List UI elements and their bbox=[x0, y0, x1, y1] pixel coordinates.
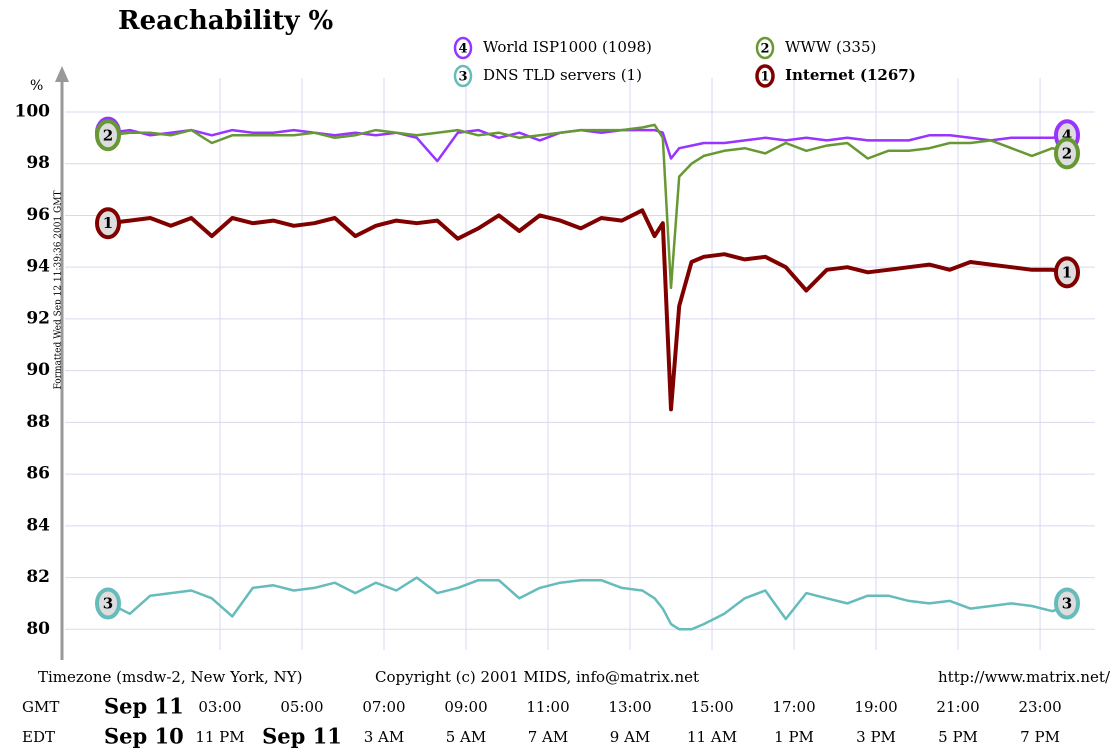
series-badge bbox=[1054, 256, 1080, 289]
footer: Timezone (msdw-2, New York, NY) bbox=[38, 668, 302, 686]
series-line bbox=[109, 208, 1074, 412]
series-badge bbox=[755, 36, 775, 60]
series-badge bbox=[95, 119, 121, 152]
badge-label: 1 bbox=[760, 70, 769, 85]
legend-label: WWW (335) bbox=[785, 38, 876, 56]
badge-label: 1 bbox=[103, 214, 113, 232]
x-tick-label: 13:00 bbox=[608, 698, 651, 716]
footer: http://www.matrix.net/ bbox=[938, 668, 1111, 686]
x-tick-label: 17:00 bbox=[772, 698, 815, 716]
x-tick-label: 5 PM bbox=[938, 728, 978, 746]
y-axis-label: % bbox=[30, 78, 43, 94]
x-tick-label: 7 PM bbox=[1020, 728, 1060, 746]
y-tick-label: 88 bbox=[26, 412, 50, 432]
x-tick-label: 5 AM bbox=[446, 728, 487, 746]
series-badge bbox=[1054, 587, 1080, 620]
x-tick-label: 9 AM bbox=[610, 728, 651, 746]
badge-label: 3 bbox=[458, 70, 467, 85]
x-tick-label: 11:00 bbox=[526, 698, 569, 716]
x-tick-label: 05:00 bbox=[280, 698, 323, 716]
badge-label: 3 bbox=[103, 594, 113, 612]
y-tick-label: 92 bbox=[26, 308, 50, 328]
chart-title: Reachability % bbox=[118, 6, 334, 36]
badge-label: 1 bbox=[1062, 263, 1072, 281]
y-tick-label: 84 bbox=[26, 515, 50, 535]
x-tick-label: 11 PM bbox=[195, 728, 244, 746]
date-label: Sep 10 bbox=[104, 724, 184, 749]
x-tick-label: 1 PM bbox=[774, 728, 814, 746]
legend-label: Internet (1267) bbox=[785, 66, 916, 84]
series-line bbox=[108, 576, 1074, 631]
side-note: Formatted Wed Sep 12 11:39:36 2001 GMT bbox=[54, 191, 64, 390]
badge-label: 2 bbox=[103, 126, 113, 144]
date-label: Sep 11 bbox=[104, 694, 184, 719]
y-tick-label: 90 bbox=[26, 360, 50, 380]
footer: Copyright (c) 2001 MIDS, info@matrix.net bbox=[375, 668, 699, 686]
x-tick-label: 23:00 bbox=[1018, 698, 1061, 716]
x-tick-label: 03:00 bbox=[198, 698, 241, 716]
badge-label: 3 bbox=[1062, 594, 1072, 612]
x-tick-label: 09:00 bbox=[444, 698, 487, 716]
series-badge bbox=[453, 36, 473, 60]
y-tick-label: 82 bbox=[26, 567, 50, 587]
x-tick-label: 19:00 bbox=[854, 698, 897, 716]
date-label: Sep 11 bbox=[262, 724, 342, 749]
y-tick-label: 86 bbox=[26, 464, 50, 484]
x-tick-label: 15:00 bbox=[690, 698, 733, 716]
y-tick-label: 80 bbox=[26, 619, 50, 639]
row-label: GMT bbox=[22, 698, 59, 716]
x-tick-label: 11 AM bbox=[687, 728, 737, 746]
series-badge bbox=[1054, 137, 1080, 170]
y-axis-arrow bbox=[55, 66, 69, 82]
series-line bbox=[109, 123, 1074, 290]
legend-label: World ISP1000 (1098) bbox=[483, 38, 652, 56]
series-badge bbox=[755, 64, 775, 88]
y-tick-label: 100 bbox=[15, 101, 51, 121]
x-tick-label: 3 AM bbox=[364, 728, 405, 746]
x-tick-label: 07:00 bbox=[362, 698, 405, 716]
row-label: EDT bbox=[22, 728, 55, 746]
series-badge bbox=[95, 587, 121, 620]
y-tick-label: 96 bbox=[26, 205, 50, 225]
badge-label: 2 bbox=[760, 42, 769, 57]
legend-label: DNS TLD servers (1) bbox=[483, 66, 642, 84]
y-tick-label: 94 bbox=[26, 257, 50, 277]
x-tick-label: 3 PM bbox=[856, 728, 896, 746]
series-badge bbox=[453, 64, 473, 88]
y-tick-label: 98 bbox=[26, 153, 50, 173]
badge-label: 2 bbox=[1062, 144, 1072, 162]
badge-label: 4 bbox=[458, 42, 467, 57]
series-badge bbox=[95, 207, 121, 240]
x-tick-label: 21:00 bbox=[936, 698, 979, 716]
badge-label: 4 bbox=[1062, 126, 1072, 144]
x-tick-label: 7 AM bbox=[528, 728, 569, 746]
